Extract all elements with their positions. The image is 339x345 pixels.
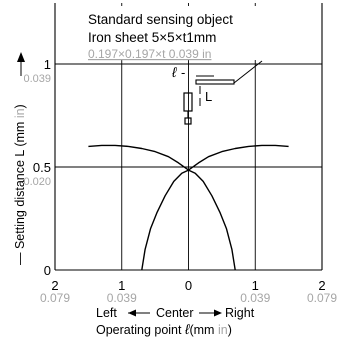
- y-axis-label-mm: — Setting distance L (mm: [13, 118, 27, 265]
- x-axis-title-units-mm: (mm: [189, 323, 217, 337]
- series-layer: [88, 144, 289, 271]
- x-label-left: Left: [96, 306, 117, 320]
- sensor-diagram: ℓ - L: [171, 60, 263, 125]
- y-axis-title: — Setting distance L (mm in): [13, 104, 27, 265]
- y-tick-label-mm-2: 1: [44, 57, 51, 72]
- y-axis-label-in: in: [13, 108, 27, 118]
- x-axis-title: Operating point ℓ(mm in): [96, 321, 232, 337]
- x-tick-label-in-1: 0.039: [107, 291, 137, 305]
- diagram-sensing-object: [195, 79, 235, 85]
- x-tick-label-mm-0: 2: [51, 278, 58, 293]
- diagram-label-L: L: [205, 89, 212, 104]
- x-axis-title-symbol: ℓ: [184, 321, 190, 337]
- x-label-center: Center: [156, 306, 194, 320]
- x-tick-label-in-0: 0.079: [40, 291, 70, 305]
- x-tick-label-mm-1: 1: [118, 278, 125, 293]
- diagram-label-ell: ℓ: [171, 64, 177, 80]
- y-tick-label-mm-1: 0.5: [33, 160, 51, 175]
- x-label-right: Right: [225, 306, 255, 320]
- y-axis-label: — Setting distance L (mm in): [13, 104, 27, 265]
- x-tick-label-mm-3: 1: [252, 278, 259, 293]
- x-tick-label-in-3: 0.039: [240, 291, 270, 305]
- diagram-leader-line: [233, 60, 263, 84]
- series-line-1: [141, 169, 236, 271]
- x-axis-title-prefix: Operating point: [96, 323, 185, 337]
- right-arrowhead-icon: [214, 309, 222, 317]
- chart-title-line-1: Standard sensing object: [88, 12, 233, 27]
- y-tick-label-in-1: 0.020: [23, 176, 51, 188]
- diagram-sensor-body: [184, 117, 192, 125]
- plot-frame: [54, 3, 323, 271]
- y-tick-label-mm-0: 0: [44, 263, 51, 278]
- x-tick-label-in-4: 0.079: [307, 291, 337, 305]
- x-tick-label-mm-4: 2: [318, 278, 325, 293]
- y-axis-arrowhead-icon: [17, 52, 25, 62]
- chart-title-line-3: 0.197×0.197×t 0.039 in: [88, 47, 211, 61]
- y-tick-label-in-2: 0.039: [23, 73, 51, 85]
- x-axis-title-units-close: ): [228, 323, 232, 337]
- x-axis-title-units-in: in: [218, 323, 228, 337]
- y-axis-label-close: ): [13, 104, 27, 108]
- diagram-sensor-head: [183, 92, 193, 112]
- diagram-label-dash: -: [181, 65, 185, 80]
- title-background: [86, 6, 272, 60]
- left-arrowhead-icon: [128, 309, 136, 317]
- x-tick-label-mm-2: 0: [185, 278, 192, 293]
- chart-title-line-2: Iron sheet 5×5×t1mm: [88, 30, 216, 45]
